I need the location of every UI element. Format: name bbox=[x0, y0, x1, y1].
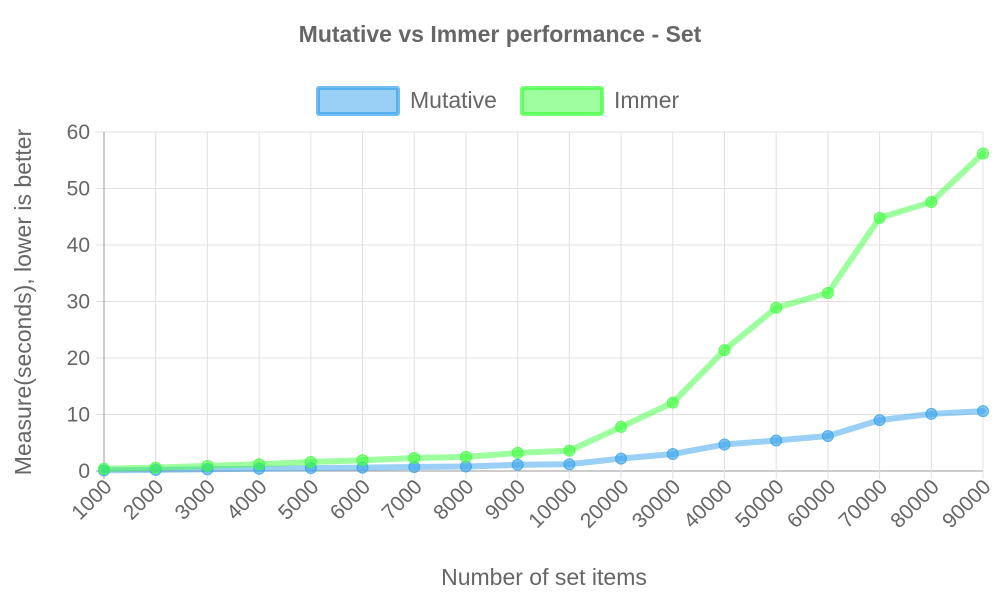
x-tick-label: 4000 bbox=[222, 475, 271, 524]
x-tick-label: 50000 bbox=[731, 475, 789, 533]
data-point-immer[interactable] bbox=[356, 454, 369, 467]
legend-swatch-mutative[interactable] bbox=[316, 86, 400, 116]
data-point-immer[interactable] bbox=[98, 462, 110, 475]
data-point-immer[interactable] bbox=[821, 287, 834, 300]
y-tick-label: 60 bbox=[67, 121, 90, 144]
data-point-mutative[interactable] bbox=[666, 448, 679, 461]
data-point-immer[interactable] bbox=[149, 461, 162, 474]
x-tick-label: 80000 bbox=[886, 475, 944, 533]
x-tick-label: 70000 bbox=[835, 475, 893, 533]
data-point-mutative[interactable] bbox=[977, 405, 989, 418]
data-point-mutative[interactable] bbox=[511, 458, 524, 471]
data-point-mutative[interactable] bbox=[615, 452, 628, 465]
x-axis-title: Number of set items bbox=[441, 564, 647, 590]
x-tick-label: 9000 bbox=[481, 475, 530, 524]
legend: Mutative Immer bbox=[316, 86, 680, 116]
data-point-immer[interactable] bbox=[873, 211, 886, 224]
data-point-immer[interactable] bbox=[304, 455, 317, 468]
data-point-immer[interactable] bbox=[408, 452, 421, 465]
x-tick-label: 40000 bbox=[679, 475, 737, 533]
y-tick-label: 10 bbox=[67, 404, 90, 427]
data-point-mutative[interactable] bbox=[821, 429, 834, 442]
x-tick-label: 10000 bbox=[524, 475, 582, 533]
x-axis-ticks: 1000 2000 3000 4000 5000 6000 7000 8000 90001000… bbox=[67, 475, 995, 533]
data-point-immer[interactable] bbox=[977, 147, 989, 160]
data-point-mutative[interactable] bbox=[770, 434, 783, 447]
series-line-immer bbox=[101, 150, 986, 472]
x-tick-label: 7000 bbox=[377, 475, 426, 524]
data-point-mutative[interactable] bbox=[925, 407, 938, 420]
x-tick-label: 60000 bbox=[783, 475, 841, 533]
legend-swatch-immer[interactable] bbox=[520, 86, 604, 116]
x-tick-label: 90000 bbox=[938, 475, 996, 533]
data-point-immer[interactable] bbox=[459, 450, 472, 463]
series-points bbox=[98, 147, 989, 477]
data-point-immer[interactable] bbox=[563, 444, 576, 457]
data-point-immer[interactable] bbox=[718, 344, 731, 357]
y-axis-ticks: 0 10 20 30 40 50 60 bbox=[67, 121, 90, 483]
series-lines bbox=[101, 150, 986, 474]
y-tick-label: 20 bbox=[67, 347, 90, 370]
chart-title: Mutative vs Immer performance - Set bbox=[299, 21, 702, 47]
x-tick-label: 2000 bbox=[119, 475, 168, 524]
data-point-immer[interactable] bbox=[615, 420, 628, 433]
legend-label-mutative[interactable]: Mutative bbox=[410, 87, 497, 113]
data-point-immer[interactable] bbox=[201, 459, 214, 472]
y-tick-label: 0 bbox=[78, 460, 90, 483]
x-tick-label: 30000 bbox=[628, 475, 686, 533]
data-point-immer[interactable] bbox=[666, 396, 679, 409]
data-point-immer[interactable] bbox=[511, 446, 524, 459]
data-point-immer[interactable] bbox=[253, 458, 266, 471]
data-point-immer[interactable] bbox=[925, 196, 938, 209]
y-tick-label: 30 bbox=[67, 291, 90, 314]
x-tick-label: 6000 bbox=[326, 475, 375, 524]
series-line-mutative bbox=[101, 408, 986, 474]
data-point-mutative[interactable] bbox=[718, 438, 731, 451]
x-tick-label: 20000 bbox=[576, 475, 634, 533]
data-point-mutative[interactable] bbox=[563, 458, 576, 471]
x-tick-label: 5000 bbox=[274, 475, 323, 524]
x-tick-label: 3000 bbox=[171, 475, 220, 524]
x-tick-label: 8000 bbox=[429, 475, 478, 524]
x-tick-label: 1000 bbox=[67, 475, 116, 524]
data-point-mutative[interactable] bbox=[873, 414, 886, 427]
y-tick-label: 40 bbox=[67, 234, 90, 257]
legend-label-immer[interactable]: Immer bbox=[614, 87, 680, 113]
data-point-immer[interactable] bbox=[770, 301, 783, 314]
y-axis-title: Measure(seconds), lower is better bbox=[10, 128, 36, 475]
y-tick-label: 50 bbox=[67, 178, 90, 201]
